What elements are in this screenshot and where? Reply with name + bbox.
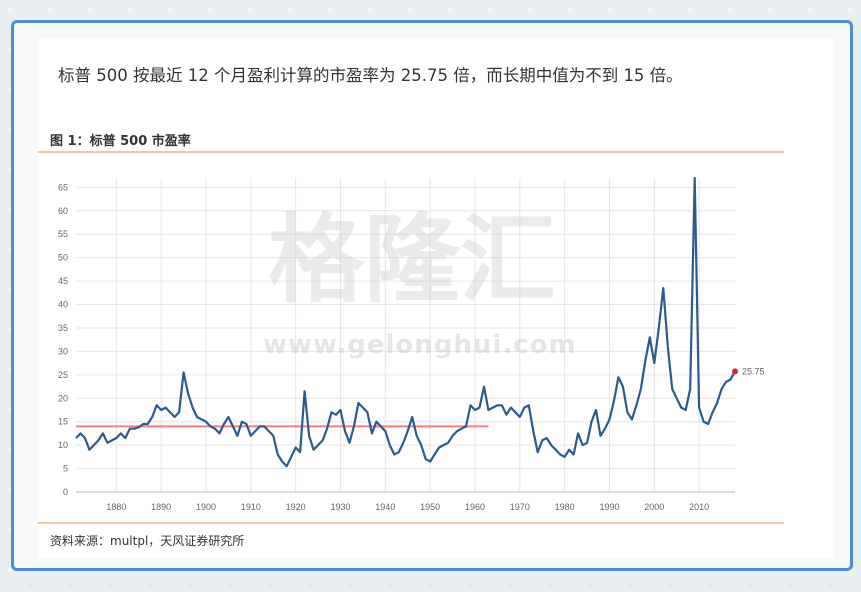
x-tick-label: 1940 — [375, 502, 395, 512]
x-tick-label: 1950 — [420, 502, 440, 512]
x-tick-label: 2000 — [644, 502, 664, 512]
grid-layer — [76, 178, 735, 493]
y-tick-label: 35 — [58, 323, 68, 333]
y-tick-label: 20 — [58, 393, 68, 403]
x-tick-label: 1890 — [151, 502, 171, 512]
y-tick-label: 55 — [58, 229, 68, 239]
watermark-url: www.gelonghui.com — [263, 330, 577, 360]
y-tick-label: 45 — [58, 276, 68, 286]
x-tick-label: 1970 — [510, 502, 530, 512]
top-divider — [38, 151, 784, 153]
x-tick-label: 1920 — [286, 502, 306, 512]
x-tick-label: 1900 — [196, 502, 216, 512]
x-tick-label: 1960 — [465, 502, 485, 512]
x-tick-label: 2010 — [689, 502, 709, 512]
pe-ratio-chart: 格隆汇 www.gelonghui.com 0 5 10 15 20 25 30 35 40 45… — [58, 176, 765, 512]
watermark: 格隆汇 www.gelonghui.com — [263, 204, 577, 360]
figure-title: 图 1：标普 500 市盈率 — [50, 134, 191, 149]
axis-layer: 0 5 10 15 20 25 30 35 40 45 50 55 60 65 1880 1890 1900 19… — [58, 182, 735, 512]
y-tick-label: 60 — [58, 206, 68, 216]
y-tick-label: 15 — [58, 417, 68, 427]
y-tick-label: 50 — [58, 253, 68, 263]
series-layer: 25.75 — [75, 176, 765, 468]
source-note: 资料来源：multpl，天风证券研究所 — [50, 534, 245, 548]
headline-text: 标普 500 按最近 12 个月盈利计算的市盈率为 25.75 倍，而长期中值为… — [58, 66, 683, 85]
y-tick-label: 40 — [58, 300, 68, 310]
y-tick-label: 65 — [58, 182, 68, 192]
x-tick-label: 1910 — [241, 502, 261, 512]
y-tick-label: 10 — [58, 440, 68, 450]
y-tick-label: 5 — [63, 464, 68, 474]
content-card: 标普 500 按最近 12 个月盈利计算的市盈率为 25.75 倍，而长期中值为… — [38, 38, 834, 558]
screenshot-frame: 标普 500 按最近 12 个月盈利计算的市盈率为 25.75 倍，而长期中值为… — [11, 20, 853, 571]
x-tick-label: 1930 — [330, 502, 350, 512]
y-tick-label: 25 — [58, 370, 68, 380]
y-tick-label: 0 — [63, 487, 68, 497]
latest-value-label: 25.75 — [742, 366, 765, 376]
pe-ratio-series-line — [75, 176, 736, 468]
x-tick-label: 1990 — [599, 502, 619, 512]
y-tick-label: 30 — [58, 346, 68, 356]
latest-value-marker — [732, 368, 738, 375]
x-tick-label: 1880 — [106, 502, 126, 512]
watermark-brand: 格隆汇 — [268, 204, 556, 316]
bottom-divider — [38, 522, 784, 524]
x-tick-label: 1980 — [555, 502, 575, 512]
